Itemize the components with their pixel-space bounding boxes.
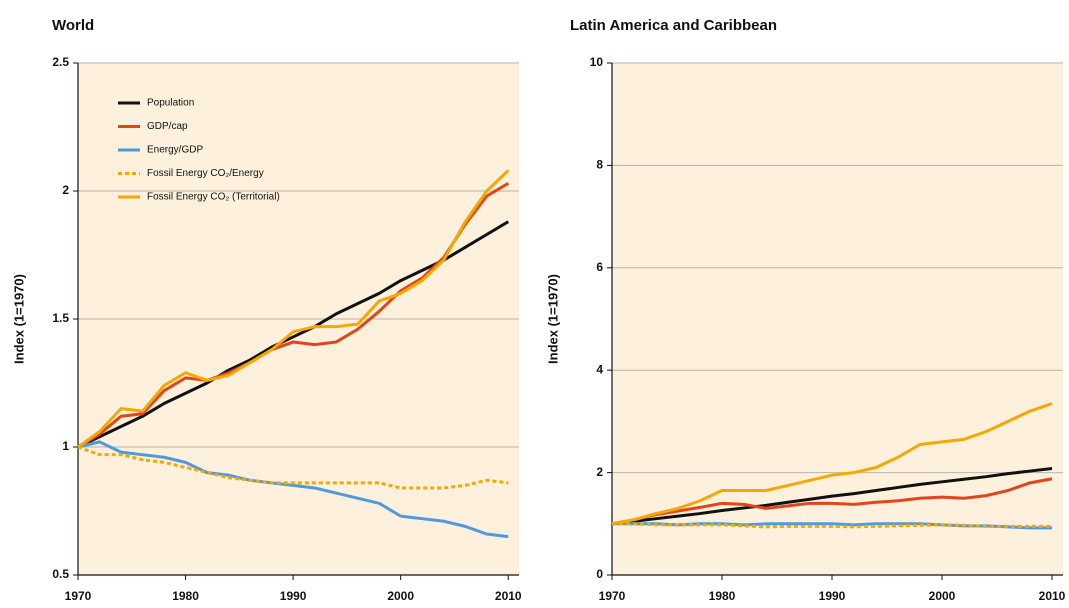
legend-label: Energy/GDP bbox=[147, 145, 203, 156]
series-line bbox=[77, 182, 510, 449]
plot-area bbox=[612, 63, 1063, 575]
y-tick-label: 10 bbox=[590, 55, 604, 69]
chart-title: Latin America and Caribbean bbox=[570, 17, 777, 34]
y-tick-label: 6 bbox=[596, 260, 603, 274]
series-line bbox=[77, 169, 510, 449]
y-axis-label: Index (1=1970) bbox=[11, 274, 26, 364]
x-tick-label: 1970 bbox=[65, 589, 92, 603]
series-line bbox=[611, 477, 1053, 526]
y-tick-label: 4 bbox=[596, 362, 603, 376]
chart-title: World bbox=[52, 17, 94, 34]
x-tick-label: 1980 bbox=[172, 589, 199, 603]
x-tick-label: 1990 bbox=[280, 589, 307, 603]
x-tick-label: 2000 bbox=[387, 589, 414, 603]
series-line bbox=[77, 445, 509, 490]
y-tick-label: 2 bbox=[62, 183, 69, 197]
y-tick-label: 0 bbox=[596, 567, 603, 581]
legend-label: GDP/cap bbox=[147, 121, 188, 132]
series-line bbox=[612, 522, 1052, 529]
x-tick-label: 2010 bbox=[1039, 589, 1066, 603]
y-tick-label: 0.5 bbox=[52, 567, 69, 581]
y-tick-label: 1 bbox=[62, 439, 69, 453]
legend-label: Population bbox=[147, 98, 194, 109]
x-tick-label: 1970 bbox=[599, 589, 626, 603]
legend-label: Fossil Energy CO₂ (Territorial) bbox=[147, 192, 280, 203]
x-tick-label: 2010 bbox=[495, 589, 522, 603]
y-tick-label: 1.5 bbox=[52, 311, 69, 325]
y-tick-label: 8 bbox=[596, 158, 603, 172]
x-tick-label: 1980 bbox=[709, 589, 736, 603]
x-tick-label: 2000 bbox=[929, 589, 956, 603]
legend-label: Fossil Energy CO₂/Energy bbox=[147, 168, 264, 179]
y-tick-label: 2.5 bbox=[52, 55, 69, 69]
series-line bbox=[611, 402, 1053, 526]
series-line bbox=[77, 440, 509, 539]
x-tick-label: 1990 bbox=[819, 589, 846, 603]
series-line bbox=[611, 467, 1053, 526]
y-axis-label: Index (1=1970) bbox=[545, 274, 560, 364]
y-tick-label: 2 bbox=[596, 465, 603, 479]
